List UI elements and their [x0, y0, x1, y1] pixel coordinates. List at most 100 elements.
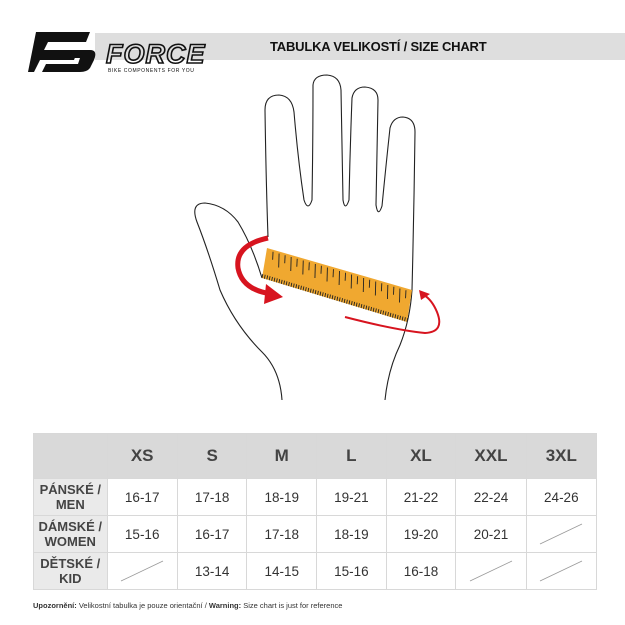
ruler-tick: [396, 314, 399, 320]
ruler-tick: [271, 276, 273, 282]
size-value-cell: 24-26: [525, 478, 598, 516]
column-header: 3XL: [525, 433, 598, 479]
column-header: XXL: [455, 433, 527, 479]
not-available-cell: [525, 552, 598, 590]
diagonal-slash-icon: [121, 560, 164, 582]
ruler-tick: [268, 276, 271, 281]
ruler-tick: [331, 295, 334, 300]
column-header: L: [316, 433, 387, 479]
row-header: PÁNSKÉ / MEN: [33, 478, 108, 516]
ruler-tick: [302, 286, 305, 291]
size-value-cell: 19-21: [316, 478, 387, 516]
size-value-cell: 21-22: [385, 478, 457, 516]
warning-note: Upozornění: Velikostní tabulka je pouze …: [33, 601, 342, 610]
ruler-tick: [404, 317, 406, 322]
ruler-tick: [309, 288, 312, 293]
ruler-tick: [261, 273, 264, 279]
size-value-cell: 16-17: [176, 515, 248, 553]
size-value-cell: 15-16: [316, 552, 387, 590]
row-label-line2: MEN: [55, 497, 85, 512]
svg-text:BIKE COMPONENTS FOR YOU: BIKE COMPONENTS FOR YOU: [108, 68, 195, 74]
ruler-tick: [334, 295, 336, 301]
ruler-tick: [358, 303, 360, 308]
ruler-tick: [280, 279, 283, 284]
ruler-tick: [263, 274, 266, 279]
ruler-tick: [348, 300, 351, 305]
not-available-cell: [525, 515, 598, 553]
ruler-tick: [307, 287, 310, 293]
ruler-tick: [360, 303, 363, 309]
size-value-cell: 20-21: [455, 515, 527, 553]
ruler-tick: [326, 293, 329, 298]
arrow-left-icon: [235, 235, 283, 304]
row-label-line2: WOMEN: [44, 534, 96, 549]
diagonal-slash-icon: [540, 523, 583, 545]
ruler-tick: [372, 307, 375, 312]
ruler-tick: [288, 281, 290, 287]
table-row: DÁMSKÉ / WOMEN 15-16 16-17 17-18 18-19 19-20 20…: [33, 515, 598, 553]
ruler-tick: [312, 289, 314, 294]
ruler-tick: [278, 279, 281, 284]
column-header: XL: [385, 433, 457, 479]
warning-label-cz: Upozornění:: [33, 601, 77, 610]
page-title: TABULKA VELIKOSTÍ / SIZE CHART: [270, 39, 487, 54]
ruler-tick: [353, 301, 356, 306]
ruler-tick: [283, 280, 285, 285]
hand-measurement-illustration: [194, 74, 441, 401]
size-value-cell: 19-20: [385, 515, 457, 553]
size-value-cell: 22-24: [455, 478, 527, 516]
ruler-tick: [406, 317, 409, 323]
ruler-tick: [290, 282, 293, 287]
column-header: S: [176, 433, 248, 479]
row-header: DÁMSKÉ / WOMEN: [33, 515, 108, 553]
size-value-cell: 16-18: [385, 552, 457, 590]
ruler-tick: [297, 284, 300, 290]
diagonal-slash-icon: [540, 560, 583, 582]
ruler-tick: [375, 308, 377, 313]
ruler-tick: [399, 315, 401, 320]
size-table: XS S M L XL XXL 3XL PÁNSKÉ / MEN 16-17 17-1…: [33, 433, 598, 590]
ruler-tick: [389, 312, 392, 317]
ruler-tick: [377, 309, 380, 314]
warning-label-en: Warning:: [208, 601, 242, 610]
ruler-tick: [266, 275, 269, 280]
ruler-tick: [338, 297, 341, 302]
ruler-tick: [382, 310, 385, 315]
ruler-tick: [379, 309, 382, 315]
not-available-cell: [455, 552, 527, 590]
ruler-tick: [355, 302, 358, 307]
ruler-tick: [329, 294, 331, 299]
size-value-cell: 17-18: [246, 515, 318, 553]
ruler-tick: [285, 281, 288, 286]
ruler-tick: [336, 296, 339, 301]
ruler-tick: [343, 298, 346, 304]
ruler-tick: [300, 285, 302, 290]
column-header: XS: [106, 433, 178, 479]
hand-outline: [194, 74, 416, 401]
ruler-tick: [367, 306, 370, 311]
ruler-tick: [370, 306, 372, 312]
size-value-cell: 13-14: [176, 552, 248, 590]
ruler-tick: [324, 292, 327, 298]
ruler-tick: [387, 312, 389, 317]
corner-cell: [33, 433, 108, 479]
ruler-tick: [401, 316, 404, 321]
ruler-tick: [273, 277, 276, 282]
ruler-tick: [276, 278, 278, 283]
warning-text-en: Size chart is just for reference: [241, 601, 343, 610]
ruler-tick: [314, 290, 317, 295]
warning-text-cz: Velikostní tabulka je pouze orientační /: [76, 601, 209, 610]
ruler-tick: [319, 291, 322, 296]
diagonal-slash-icon: [469, 560, 513, 582]
size-value-cell: 17-18: [176, 478, 248, 516]
ruler-tick: [392, 313, 394, 318]
column-header: M: [246, 433, 318, 479]
not-available-cell: [106, 552, 178, 590]
row-label-line2: KID: [59, 571, 82, 586]
force-logo: FORCE BIKE COMPONENTS FOR YOU: [28, 30, 233, 80]
ruler-tick: [365, 305, 368, 310]
ruler-tick: [321, 292, 324, 297]
row-label-line1: DĚTSKÉ /: [40, 556, 101, 571]
ruler-tick: [350, 301, 353, 306]
ruler-tick: [346, 299, 348, 304]
